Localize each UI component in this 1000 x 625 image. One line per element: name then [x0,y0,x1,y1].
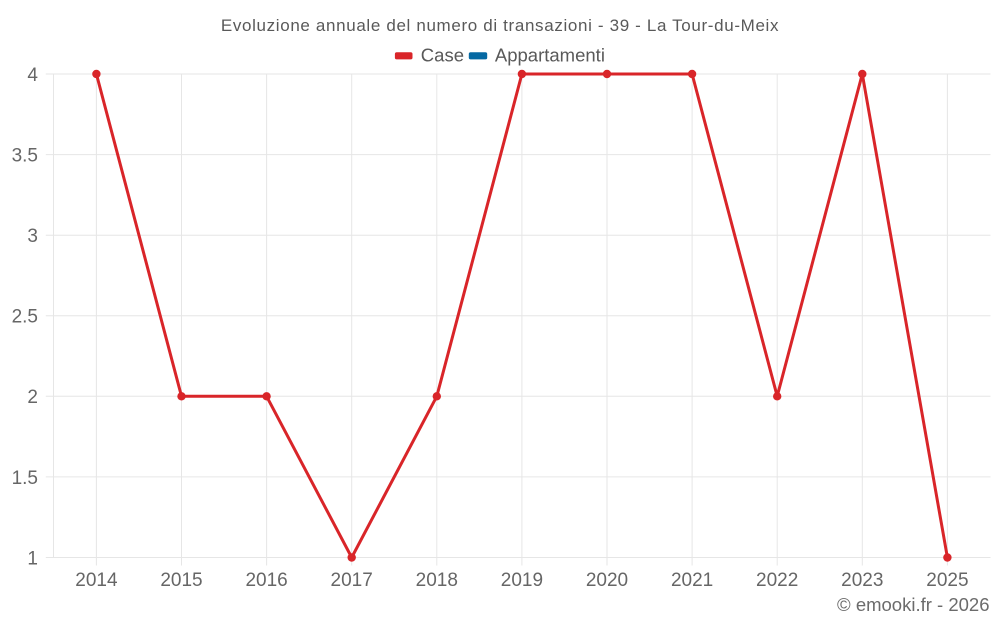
svg-text:2.5: 2.5 [12,307,38,328]
svg-text:2017: 2017 [331,570,373,591]
svg-text:2025: 2025 [926,570,968,591]
svg-text:1: 1 [27,548,38,569]
svg-text:3.5: 3.5 [12,146,38,167]
svg-text:2015: 2015 [160,570,202,591]
svg-text:2018: 2018 [416,570,458,591]
svg-text:4: 4 [27,65,38,86]
svg-text:3: 3 [27,226,38,247]
svg-text:1.5: 1.5 [12,468,38,489]
svg-text:2022: 2022 [756,570,798,591]
svg-text:2021: 2021 [671,570,713,591]
svg-text:2020: 2020 [586,570,628,591]
svg-text:2023: 2023 [841,570,883,591]
svg-text:2: 2 [27,387,38,408]
svg-text:2016: 2016 [245,570,287,591]
svg-text:© emooki.fr - 2026: © emooki.fr - 2026 [837,594,989,615]
svg-text:Evoluzione annuale del numero: Evoluzione annuale del numero di transaz… [221,16,779,35]
svg-text:Case: Case [421,44,464,65]
svg-text:2019: 2019 [501,570,543,591]
svg-text:Appartamenti: Appartamenti [495,44,605,65]
svg-text:2014: 2014 [75,570,118,591]
